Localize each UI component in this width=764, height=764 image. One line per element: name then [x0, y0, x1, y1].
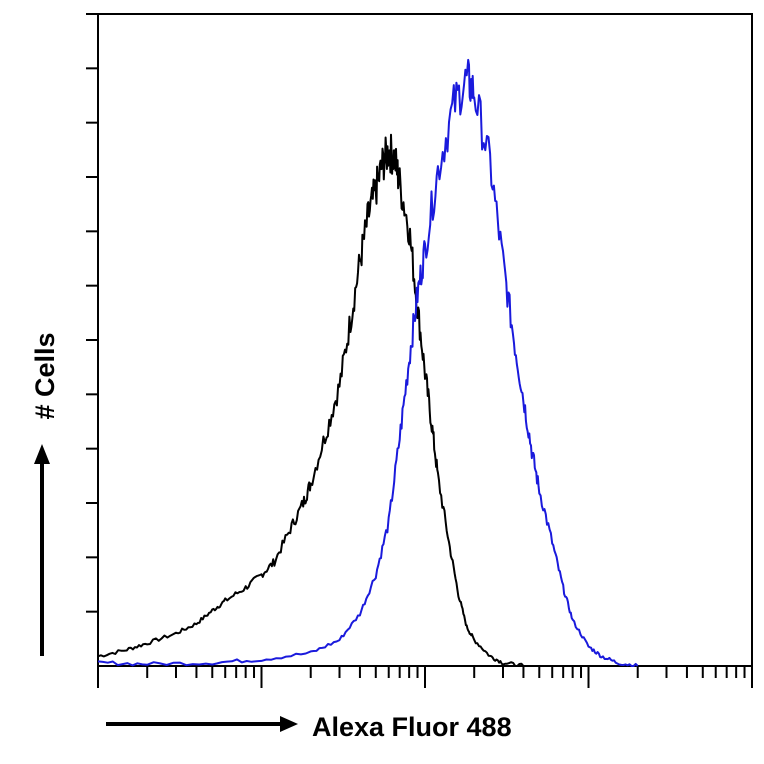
series-2-line	[97, 58, 639, 667]
x-axis-ticks	[97, 666, 753, 688]
series-layer	[97, 58, 639, 667]
y-axis-label: # Cells	[30, 332, 60, 419]
x-axis-arrow-head	[280, 716, 298, 732]
y-axis-arrow-head	[34, 444, 50, 464]
plot-frame	[97, 13, 753, 667]
y-axis-ticks	[86, 13, 98, 613]
x-axis-label: Alexa Fluor 488	[312, 712, 512, 742]
series-1-line	[97, 133, 525, 667]
